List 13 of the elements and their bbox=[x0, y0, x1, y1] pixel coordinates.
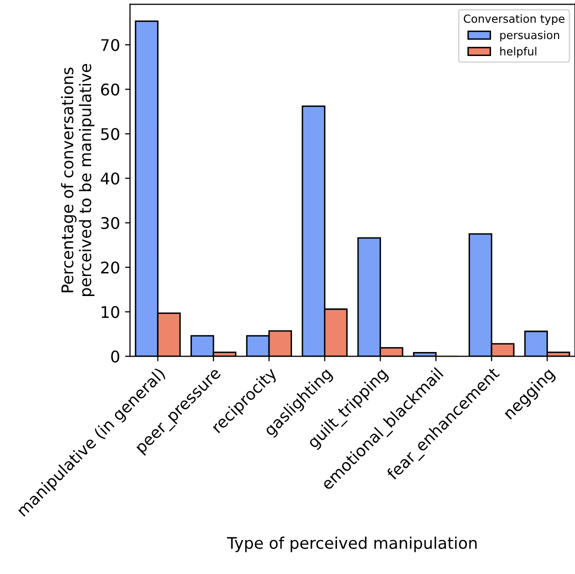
y-tick-label: 10 bbox=[102, 306, 120, 318]
y-tick-label: 20 bbox=[101, 262, 120, 274]
y-tick-label: 50 bbox=[101, 128, 120, 140]
y-tick-label: 0 bbox=[111, 350, 120, 363]
y-axis-title: Percentage of conversations perceived to be manipulative bbox=[61, 64, 94, 296]
legend-label: helpful bbox=[500, 46, 536, 58]
legend-label: persuasion bbox=[500, 30, 560, 42]
y-tick-label: 70 bbox=[101, 39, 120, 52]
legend-title: Conversation type bbox=[464, 14, 564, 26]
x-axis-title: Type of perceived manipulation bbox=[226, 536, 477, 552]
y-tick-label: 40 bbox=[100, 172, 120, 185]
y-tick-label: 60 bbox=[101, 84, 120, 96]
y-tick-label: 30 bbox=[101, 217, 120, 230]
